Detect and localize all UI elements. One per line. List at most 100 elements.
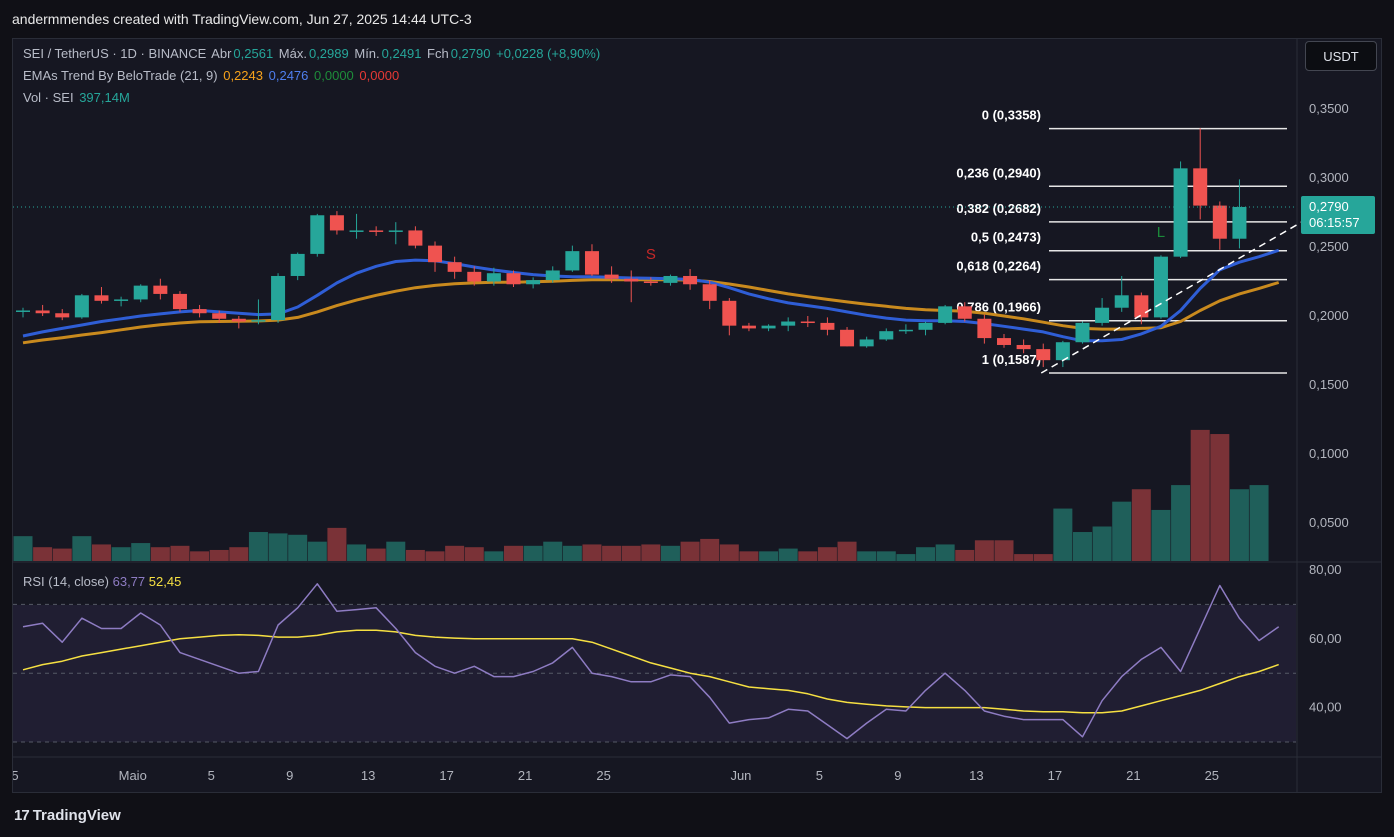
candle-body: [153, 285, 168, 294]
rsi-ma-value: 52,45: [148, 574, 182, 589]
sell-marker: S: [646, 246, 656, 263]
candle-body: [1095, 307, 1110, 323]
candle-body: [1232, 206, 1247, 239]
volume-bar: [798, 551, 818, 561]
candle-body: [349, 230, 364, 232]
volume-bars: [13, 429, 1269, 561]
candle-body: [997, 338, 1011, 345]
candle-body: [251, 320, 266, 322]
volume-bar: [641, 544, 661, 561]
candle-body: [192, 309, 207, 314]
ema-legend[interactable]: EMAs Trend By BeloTrade (21, 9) 0,2243 0…: [23, 68, 401, 83]
candle-body: [1193, 168, 1208, 206]
price-axis-label: 0,2000: [1309, 308, 1349, 323]
time-axis-label: 17: [1048, 768, 1062, 783]
volume-bar: [994, 540, 1014, 561]
fib-level-label: 0 (0,3358): [982, 108, 1041, 123]
volume-bar: [150, 547, 170, 561]
volume-bar: [543, 541, 563, 561]
currency-button[interactable]: USDT: [1305, 41, 1377, 71]
trend-line[interactable]: [1040, 215, 1312, 374]
price-axis-label: 0,1000: [1309, 446, 1349, 461]
time-axis[interactable]: 5 Maio 5 9 13 17 21 25 Jun 5 9 13 17 21 25: [13, 768, 1219, 783]
chart-svg[interactable]: 0 (0,3358)0,236 (0,2940)0,382 (0,2682)0,…: [13, 39, 1382, 793]
time-axis-label: 5: [208, 768, 215, 783]
candle-body: [114, 299, 129, 301]
brand-name: TradingView: [32, 807, 121, 824]
long-marker: L: [1157, 224, 1165, 241]
candle-body: [172, 293, 187, 310]
volume-bar: [974, 540, 994, 561]
candles: [16, 128, 1247, 368]
trend-line-dashed: [1040, 215, 1312, 374]
volume-bar: [1014, 554, 1034, 561]
price-axis-label: 0,2500: [1309, 239, 1349, 254]
candle-body: [722, 300, 737, 326]
fib-level-label: 0,618 (0,2264): [956, 259, 1041, 274]
volume-bar: [837, 541, 857, 561]
close-value: 0,2790: [450, 46, 491, 61]
volume-bar: [602, 545, 622, 561]
tradingview-logo[interactable]: 17 TradingView: [14, 807, 121, 824]
volume-bar: [170, 545, 190, 561]
time-axis-label: 17: [439, 768, 453, 783]
candle-body: [604, 274, 619, 279]
candle-body: [1153, 256, 1168, 318]
volume-bar: [857, 551, 877, 561]
volume-bar: [778, 548, 798, 561]
fib-level-label: 1 (0,1587): [982, 352, 1041, 367]
price-axis-label: 0,1500: [1309, 377, 1349, 392]
candle-body: [584, 251, 599, 275]
candle-body: [1212, 205, 1227, 239]
ema-value-2: 0,2476: [268, 68, 309, 83]
volume-legend[interactable]: Vol · SEI 397,14M: [23, 90, 132, 105]
volume-bar: [307, 541, 327, 561]
price-tag-countdown: 06:15:57: [1309, 215, 1360, 230]
volume-bar: [1249, 485, 1269, 561]
volume-bar: [680, 541, 700, 561]
candle-body: [133, 285, 148, 300]
candle-body: [977, 318, 992, 339]
low-label: Mín.: [354, 46, 380, 61]
candle-body: [74, 295, 89, 318]
volume-bar: [366, 548, 386, 561]
rsi-line: [22, 583, 1280, 740]
time-axis-label: Maio: [119, 768, 147, 783]
volume-bar: [1053, 508, 1073, 561]
volume-bar: [484, 551, 504, 561]
volume-bar: [1092, 526, 1112, 561]
time-axis-label: 9: [286, 768, 293, 783]
rsi-lines: [13, 583, 1296, 743]
volume-bar: [405, 549, 425, 561]
ema-value-3: 0,0000: [314, 68, 354, 83]
candle-body: [1114, 295, 1129, 308]
candle-body: [643, 281, 658, 283]
volume-bar: [288, 534, 308, 561]
volume-bar: [131, 543, 151, 561]
fib-level-label: 0,236 (0,2940): [956, 165, 1041, 180]
volume-bar: [33, 547, 53, 561]
candle-body: [702, 284, 717, 301]
top-bar: andermmendes created with TradingView.co…: [0, 0, 1394, 38]
symbol-name[interactable]: SEI / TetherUS · 1D · BINANCE: [23, 46, 207, 61]
volume-bar: [445, 545, 465, 561]
high-label: Máx.: [278, 46, 307, 61]
fibonacci-retracement[interactable]: 0 (0,3358) 0,236 (0,2940) 0,382 (0,2682) 0,…: [956, 108, 1287, 374]
candle-body: [1016, 344, 1031, 350]
open-label: Abr: [211, 46, 232, 61]
rsi-axis-label: 40,00: [1309, 700, 1342, 715]
time-axis-label: 9: [894, 768, 901, 783]
candle-body: [741, 325, 756, 329]
volume-bar: [562, 545, 582, 561]
rsi-legend[interactable]: RSI (14, close) 63,77 52,45: [23, 574, 181, 589]
candle-body: [859, 339, 874, 347]
price-axis-label: 0,3000: [1309, 170, 1349, 185]
chart-frame[interactable]: 0 (0,3358) 0,236 (0,2940) 0,382 (0,2682) 0,…: [12, 38, 1382, 793]
candle-body: [290, 253, 305, 276]
candle-body: [486, 273, 501, 282]
change-value: +0,0228 (+8,90%): [496, 46, 601, 61]
price-tag-box: [1301, 195, 1375, 234]
volume-bar: [347, 544, 367, 561]
price-axis[interactable]: 0,3500 0,3000 0,2500 0,2000 0,1500 0,1000 0,05…: [1309, 101, 1349, 715]
